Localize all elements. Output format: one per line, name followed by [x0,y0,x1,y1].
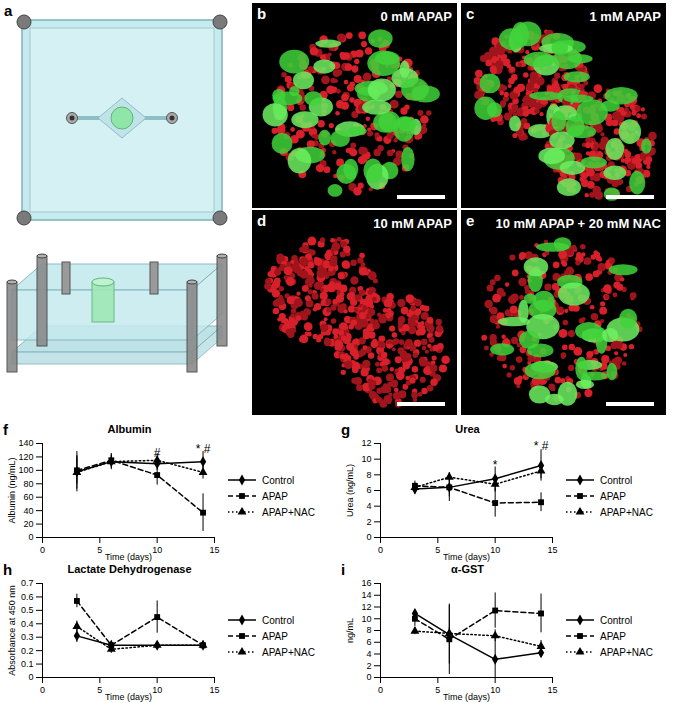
svg-text:8: 8 [366,470,371,480]
svg-text:APAP: APAP [600,491,626,502]
svg-text:10: 10 [490,685,500,695]
svg-text:10: 10 [152,545,162,555]
svg-text:0: 0 [28,672,33,682]
svg-text:16: 16 [361,578,371,588]
svg-text:10: 10 [490,545,500,555]
svg-text:0.2: 0.2 [21,646,34,656]
html-text:g: g [341,421,351,438]
svg-text:APAP: APAP [262,491,288,502]
svg-text:0.1: 0.1 [21,659,34,669]
svg-text:0: 0 [28,532,33,542]
svg-text:8: 8 [366,625,371,635]
svg-text:14: 14 [361,590,371,600]
svg-text:0.5: 0.5 [21,605,34,615]
html-text:Lactate Dehydrogenase: Lactate Dehydrogenase [67,563,192,575]
svg-text:0.4: 0.4 [21,619,34,629]
svg-text:0: 0 [366,672,371,682]
svg-text:140: 140 [18,438,33,448]
svg-text:5: 5 [435,545,440,555]
svg-text:0.3: 0.3 [21,632,34,642]
svg-text:c: c [466,5,474,22]
svg-text:Time (days): Time (days) [443,692,490,702]
svg-text:a: a [4,2,13,19]
svg-text:15: 15 [209,545,219,555]
svg-text:10: 10 [152,685,162,695]
svg-text:APAP+NAC: APAP+NAC [262,647,315,658]
svg-text:0 mM APAP: 0 mM APAP [380,9,452,24]
svg-text:b: b [257,5,266,22]
svg-text:0.6: 0.6 [21,592,34,602]
svg-text:ng/mL: ng/mL [345,618,355,643]
html-text:h: h [3,561,13,578]
svg-text:100: 100 [18,465,33,475]
svg-text:Control: Control [262,475,294,486]
svg-text:15: 15 [209,685,219,695]
svg-text:10 mM APAP: 10 mM APAP [373,216,452,231]
svg-text:1 mM APAP: 1 mM APAP [589,9,661,24]
svg-text:0: 0 [40,545,45,555]
svg-text:Absorbance at 450 nm: Absorbance at 450 nm [7,585,17,676]
svg-text:Urea (ng/mL): Urea (ng/mL) [345,464,355,517]
svg-text:Time (days): Time (days) [105,692,152,702]
svg-text:2: 2 [366,661,371,671]
svg-text:Time (days): Time (days) [105,552,152,562]
html-text:Urea: Urea [455,423,480,435]
svg-text:* #: * # [196,442,211,456]
svg-text:10 mM APAP + 20 mM NAC: 10 mM APAP + 20 mM NAC [495,216,661,231]
svg-text:APAP: APAP [262,631,288,642]
svg-text:5: 5 [435,685,440,695]
svg-text:Albumin (ng/mL): Albumin (ng/mL) [7,457,17,523]
html-text:f: f [3,421,8,438]
svg-text:60: 60 [23,492,33,502]
svg-text:12: 12 [361,438,371,448]
svg-text:0.7: 0.7 [21,578,34,588]
svg-text:Time (days): Time (days) [443,552,490,562]
svg-text:5: 5 [97,685,102,695]
svg-text:40: 40 [23,506,33,516]
svg-text:#: # [154,446,161,460]
svg-text:0: 0 [378,545,383,555]
svg-text:0: 0 [378,685,383,695]
svg-text:d: d [257,212,266,229]
html-text:Albumin: Albumin [107,423,152,435]
svg-text:6: 6 [366,637,371,647]
svg-text:Control: Control [600,475,632,486]
svg-text:6: 6 [366,485,371,495]
svg-text:APAP: APAP [600,631,626,642]
svg-text:5: 5 [97,545,102,555]
svg-text:Control: Control [600,615,632,626]
svg-text:Control: Control [262,615,294,626]
svg-text:15: 15 [547,545,557,555]
svg-text:* #: * # [534,439,549,453]
svg-text:2: 2 [366,517,371,527]
svg-text:APAP+NAC: APAP+NAC [600,647,653,658]
svg-text:20: 20 [23,519,33,529]
svg-text:*: * [493,458,498,472]
svg-text:0: 0 [40,685,45,695]
svg-text:80: 80 [23,479,33,489]
svg-text:120: 120 [18,452,33,462]
svg-text:4: 4 [366,649,371,659]
svg-text:e: e [466,212,474,229]
html-text:α-GST: α-GST [451,563,484,575]
svg-text:APAP+NAC: APAP+NAC [262,507,315,518]
svg-text:15: 15 [547,685,557,695]
svg-text:0: 0 [366,532,371,542]
svg-text:12: 12 [361,602,371,612]
svg-text:4: 4 [366,501,371,511]
svg-text:10: 10 [361,454,371,464]
html-text:i: i [341,561,346,578]
svg-text:APAP+NAC: APAP+NAC [600,507,653,518]
svg-text:10: 10 [361,614,371,624]
